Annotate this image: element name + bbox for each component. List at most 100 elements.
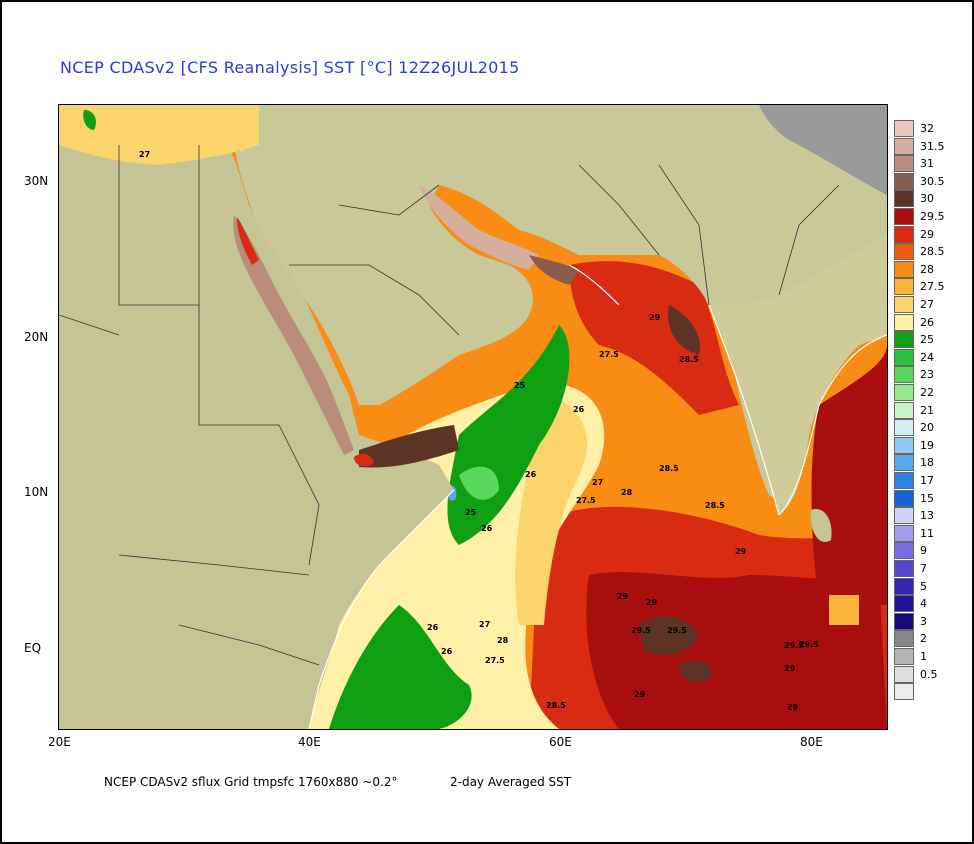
- colorbar-swatch: [894, 436, 914, 454]
- colorbar-label: 7: [920, 562, 927, 575]
- colorbar-label: 11: [920, 526, 934, 540]
- sst-30-patch: [639, 616, 699, 655]
- colorbar-swatch: [894, 401, 914, 419]
- colorbar-swatch: [894, 665, 914, 683]
- contour-label: 29.5: [667, 626, 687, 635]
- colorbar-swatch: [894, 683, 914, 701]
- colorbar-label: 0.5: [920, 667, 938, 681]
- contour-label: 28: [497, 636, 509, 645]
- contour-label: 26: [525, 470, 537, 479]
- colorbar-swatch: [894, 366, 914, 384]
- colorbar-swatch: [894, 612, 914, 630]
- contour-label: 25: [514, 381, 526, 390]
- colorbar-swatch: [894, 331, 914, 349]
- colorbar-swatch: [894, 507, 914, 525]
- lon-label-60e: 60E: [549, 735, 572, 749]
- contour-label: 27.5: [576, 496, 596, 505]
- colorbar-label: 31.5: [920, 139, 945, 153]
- colorbar-swatch: [894, 560, 914, 577]
- sst-29-5-region: [586, 572, 887, 729]
- colorbar-label: 27: [920, 298, 934, 311]
- gulf-of-oman: [529, 255, 579, 285]
- colorbar-label: 29.5: [920, 210, 945, 223]
- contour-label: 28.5: [546, 701, 566, 710]
- colorbar-swatch: [894, 208, 914, 225]
- colorbar-label: 2: [920, 632, 927, 646]
- med-green-patch: [83, 110, 96, 130]
- gulf-of-aden: [359, 425, 459, 468]
- colorbar-label: 24: [920, 350, 934, 364]
- sst-27-5-patch: [829, 595, 859, 625]
- contour-label: 27: [592, 478, 603, 487]
- sst-23-patch: [459, 466, 499, 500]
- land-asia: [219, 105, 887, 498]
- land-africa: [59, 140, 454, 729]
- colorbar-swatch: [894, 630, 914, 648]
- colorbar-swatch: [894, 120, 914, 137]
- colorbar-label: 32: [920, 122, 934, 135]
- colorbar-label: 27.5: [920, 280, 945, 294]
- colorbar-swatch: [894, 296, 914, 313]
- contour-label: 27.5: [599, 350, 619, 359]
- colorbar-swatch: [894, 172, 914, 190]
- colorbar-label: 29: [920, 227, 934, 241]
- colorbar-label: 19: [920, 438, 934, 452]
- colorbar-label: 18: [920, 456, 934, 470]
- colorbar-swatch: [894, 648, 914, 665]
- colorbar-swatch: [894, 454, 914, 472]
- contour-label: 29: [784, 664, 796, 673]
- terrain-grey: [759, 105, 887, 195]
- lat-label-30n: 30N: [24, 174, 49, 188]
- lat-label-10n: 10N: [24, 485, 49, 499]
- mediterranean: [59, 105, 259, 165]
- lat-label-eq: EQ: [24, 641, 42, 655]
- colorbar-label: 17: [920, 474, 934, 487]
- colorbar-swatch: [894, 260, 914, 278]
- borders: [59, 145, 840, 666]
- contour-label: 26: [573, 405, 585, 414]
- colorbar-label: 31: [920, 157, 934, 171]
- red-sea: [233, 215, 354, 455]
- contour-label: 29: [646, 598, 658, 607]
- colorbar-swatch: [894, 190, 914, 208]
- land-sri-lanka: [810, 509, 832, 542]
- colorbar-label: 21: [920, 403, 934, 417]
- colorbar-swatch: [894, 155, 914, 173]
- contour-label: 27.5: [485, 656, 505, 665]
- contour-label: 29.5: [784, 641, 804, 650]
- map-canvas: 27 29 27.5 28.5 25 26 26 27 27.5 28 28.5 28.5 29 25 26…: [59, 105, 887, 729]
- sst-30-gulf-kutch: [668, 305, 700, 355]
- contour-label: 25: [465, 508, 477, 517]
- colorbar-label: 5: [920, 579, 927, 593]
- contour-label: 28.5: [659, 464, 679, 473]
- lat-label-20n: 20N: [24, 330, 49, 344]
- contour-label: 26: [427, 623, 439, 632]
- colorbar-swatch: [894, 595, 914, 613]
- colorbar-swatch: [894, 348, 914, 366]
- colorbar-swatch: [894, 278, 914, 296]
- contour-label: 29: [735, 547, 747, 556]
- colorbar-swatch: [894, 419, 914, 437]
- contour-label: 29.5: [799, 640, 819, 649]
- colorbar-label: 13: [920, 509, 934, 523]
- contour-label: 29: [787, 703, 799, 712]
- contour-label: 27: [139, 150, 150, 159]
- colorbar-label: 28.5: [920, 245, 945, 259]
- colorbar-label: 3: [920, 614, 927, 628]
- colorbar-label: 30.5: [920, 174, 945, 188]
- sst-25-south: [329, 605, 472, 729]
- persian-gulf: [419, 185, 539, 270]
- colorbar-label: 1: [920, 650, 927, 663]
- colorbar-label: 20: [920, 421, 934, 435]
- gulf-of-aden-west: [354, 453, 374, 467]
- colorbar-label: 25: [920, 333, 934, 347]
- colorbar-label: 9: [920, 544, 927, 558]
- colorbar-label: 23: [920, 368, 934, 382]
- colorbar-label: 4: [920, 597, 927, 611]
- sst-30-patch-2: [679, 660, 712, 682]
- red-sea-north: [237, 217, 259, 265]
- footer-averaging-info: 2-day Averaged SST: [450, 775, 572, 789]
- colorbar-swatch: [894, 243, 914, 261]
- contour-label: 26: [481, 524, 493, 533]
- contour-label: 28: [621, 488, 633, 497]
